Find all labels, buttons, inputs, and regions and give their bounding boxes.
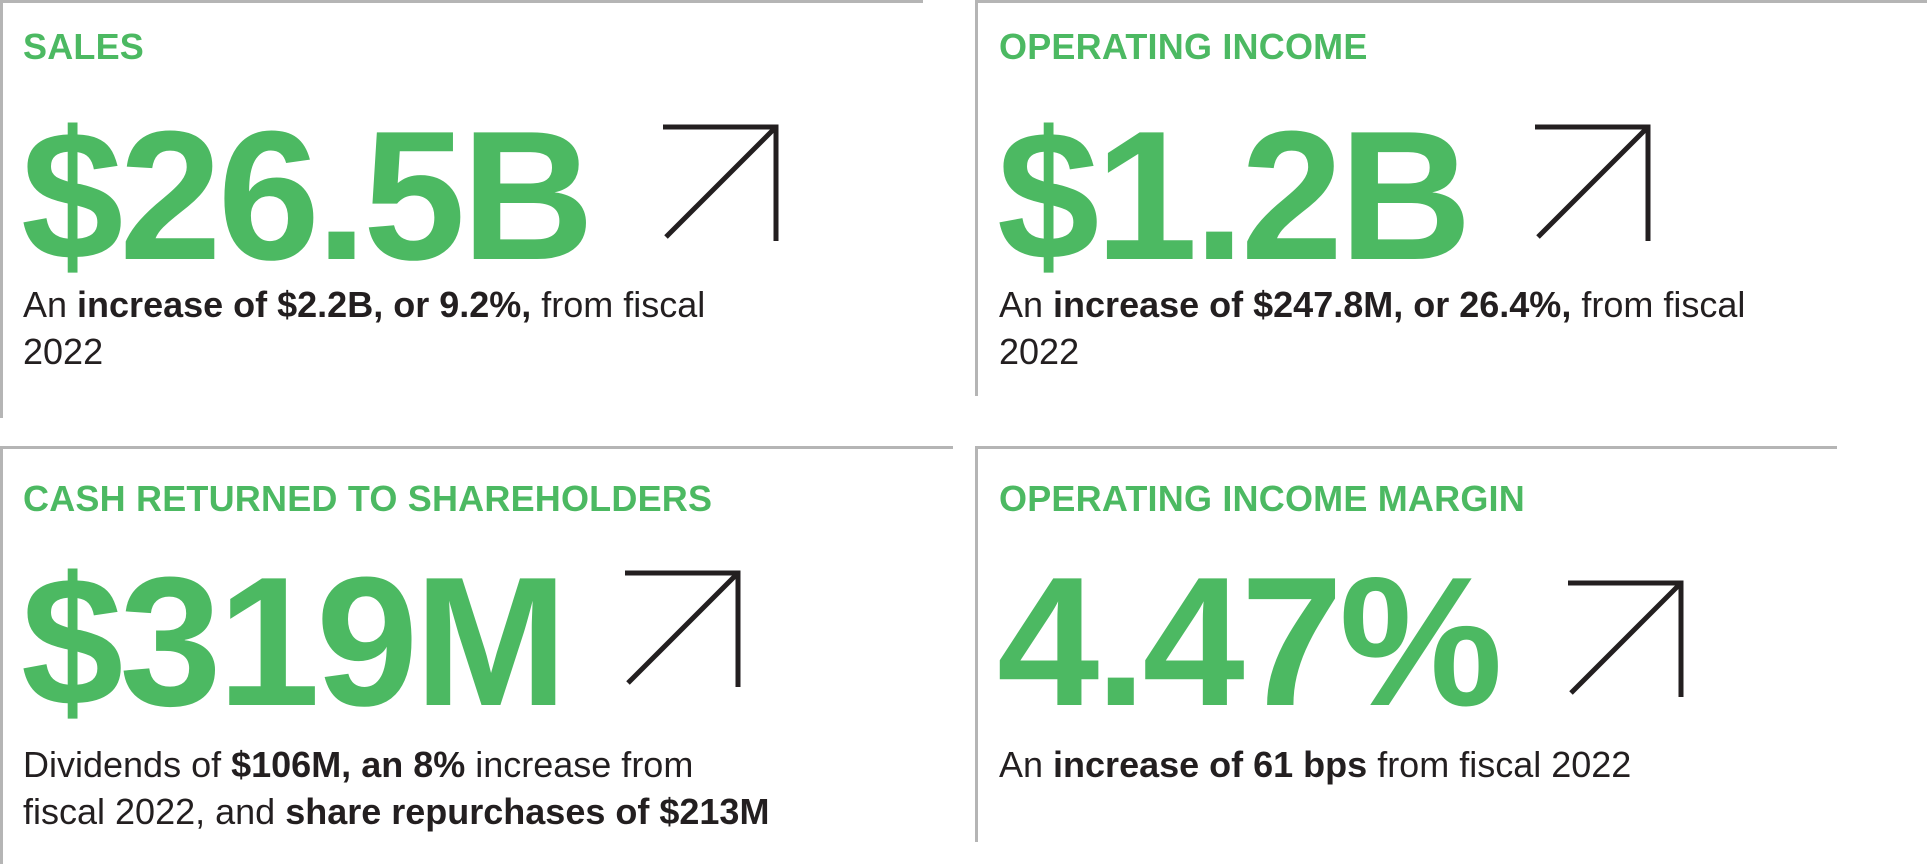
- cash-returned-description: Dividends of $106M, an 8% increase from …: [23, 741, 769, 835]
- operating-income-desc-post: 2022: [999, 331, 1080, 372]
- operating-income-description: An increase of $247.8M, or 26.4%, from f…: [999, 281, 1745, 375]
- sales-panel: SALES $26.5B An increase of $2.2B, or 9.…: [0, 0, 923, 418]
- sales-desc-post: 2022: [23, 331, 104, 372]
- operating-income-label: OPERATING INCOME: [999, 26, 1368, 67]
- operating-income-margin-desc-post: from fiscal 2022: [1367, 744, 1632, 785]
- operating-income-margin-panel: OPERATING INCOME MARGIN 4.47% An increas…: [975, 446, 1837, 842]
- operating-income-margin-desc-bold: increase of 61 bps: [1053, 744, 1368, 785]
- cash-returned-desc-line1-bold: $106M, an 8%: [231, 744, 466, 785]
- sales-desc-bold: increase of $2.2B, or 9.2%,: [77, 284, 532, 325]
- operating-income-margin-desc-pre: An: [999, 744, 1054, 785]
- cash-returned-desc-line2-bold: share repurchases of $213M: [285, 791, 770, 832]
- cash-returned-desc-line2-pre: fiscal 2022, and: [23, 791, 286, 832]
- arrow-up-right-icon: [625, 570, 741, 687]
- cash-returned-panel: CASH RETURNED TO SHAREHOLDERS $319M Divi…: [0, 446, 953, 864]
- operating-income-desc-pre: An: [999, 284, 1054, 325]
- operating-income-panel: OPERATING INCOME $1.2B An increase of $2…: [975, 0, 1927, 396]
- arrow-up-right-icon: [663, 124, 779, 241]
- sales-desc-pre: An: [23, 284, 78, 325]
- sales-description: An increase of $2.2B, or 9.2%, from fisc…: [23, 281, 705, 375]
- arrow-up-right-icon: [1568, 580, 1684, 697]
- arrow-up-right-icon: [1535, 124, 1651, 241]
- operating-income-margin-label: OPERATING INCOME MARGIN: [999, 478, 1525, 519]
- cash-returned-desc-line1-post: increase from: [465, 744, 694, 785]
- cash-returned-desc-line1-pre: Dividends of: [23, 744, 232, 785]
- cash-returned-value: $319M: [21, 538, 568, 744]
- operating-income-desc-mid: from fiscal: [1571, 284, 1746, 325]
- sales-desc-mid: from fiscal: [531, 284, 706, 325]
- sales-label: SALES: [23, 26, 145, 67]
- sales-value: $26.5B: [21, 92, 594, 298]
- operating-income-margin-value: 4.47%: [997, 538, 1503, 744]
- cash-returned-label: CASH RETURNED TO SHAREHOLDERS: [23, 478, 713, 519]
- operating-income-margin-description: An increase of 61 bps from fiscal 2022: [999, 741, 1631, 788]
- operating-income-value: $1.2B: [997, 92, 1472, 298]
- operating-income-desc-bold: increase of $247.8M, or 26.4%,: [1053, 284, 1572, 325]
